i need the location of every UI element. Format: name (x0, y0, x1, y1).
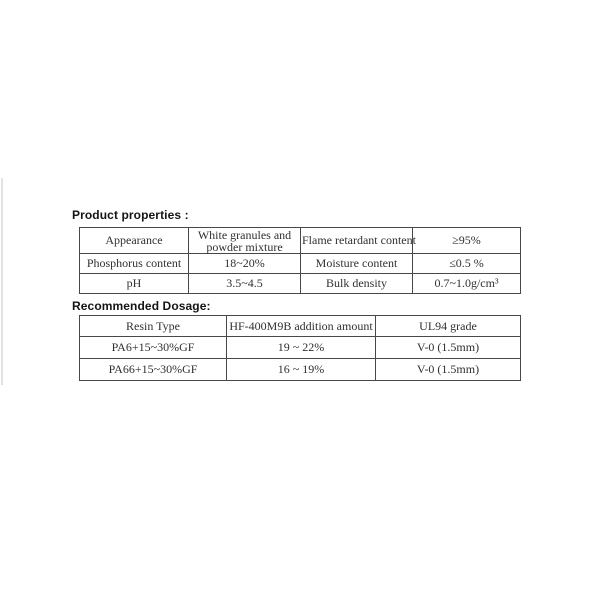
product-properties-heading: Product properties : (72, 208, 189, 222)
ul94-grade-cell: V-0 (1.5mm) (375, 336, 521, 359)
column-header-resin-type: Resin Type (79, 315, 227, 337)
table-header-row: Resin Type HF-400M9B addition amount UL9… (79, 315, 521, 337)
property-label-moisture-content: Moisture content (300, 253, 413, 274)
property-value-ph: 3.5~4.5 (188, 273, 301, 294)
property-value-flame-retardant-content: ≥95% (412, 227, 521, 254)
property-value-moisture-content: ≤0.5 % (412, 253, 521, 274)
column-header-addition-amount: HF-400M9B addition amount (226, 315, 376, 337)
property-label-bulk-density: Bulk density (300, 273, 413, 294)
table-row: Appearance White granules and powder mix… (79, 227, 521, 254)
addition-amount-cell: 16 ~ 19% (226, 358, 376, 381)
table-row: pH 3.5~4.5 Bulk density 0.7~1.0g/cm³ (79, 273, 521, 294)
property-value-bulk-density: 0.7~1.0g/cm³ (412, 273, 521, 294)
addition-amount-cell: 19 ~ 22% (226, 336, 376, 359)
column-header-ul94-grade: UL94 grade (375, 315, 521, 337)
ul94-grade-cell: V-0 (1.5mm) (375, 358, 521, 381)
resin-type-cell: PA6+15~30%GF (79, 336, 227, 359)
property-label-phosphorus-content: Phosphorus content (79, 253, 189, 274)
property-value-phosphorus-content: 18~20% (188, 253, 301, 274)
property-label-ph: pH (79, 273, 189, 294)
property-value-appearance: White granules and powder mixture (188, 227, 301, 254)
product-properties-table: Appearance White granules and powder mix… (79, 227, 521, 294)
property-label-flame-retardant-content: Flame retardant content (300, 227, 416, 254)
scan-edge-artifact (1, 178, 3, 385)
table-row: Phosphorus content 18~20% Moisture conte… (79, 253, 521, 274)
table-row: PA6+15~30%GF 19 ~ 22% V-0 (1.5mm) (79, 336, 521, 359)
table-row: PA66+15~30%GF 16 ~ 19% V-0 (1.5mm) (79, 358, 521, 381)
recommended-dosage-heading: Recommended Dosage: (72, 299, 211, 313)
recommended-dosage-table: Resin Type HF-400M9B addition amount UL9… (79, 315, 521, 381)
resin-type-cell: PA66+15~30%GF (79, 358, 227, 381)
property-label-appearance: Appearance (79, 227, 189, 254)
